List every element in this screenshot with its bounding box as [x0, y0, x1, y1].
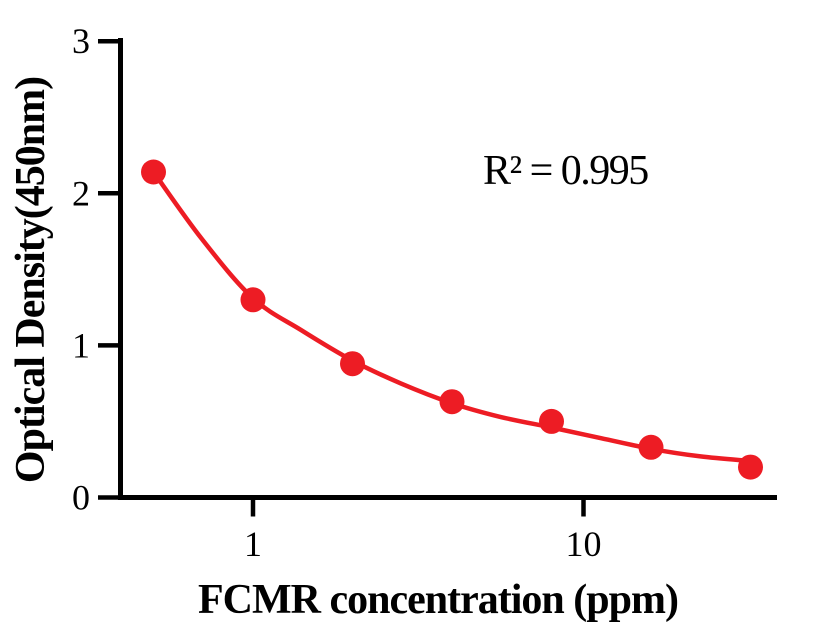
r-squared-annotation: R² = 0.995: [483, 148, 648, 194]
x-tick-label: 1: [244, 524, 262, 564]
x-tick-label: 10: [566, 524, 602, 564]
data-point: [638, 434, 664, 460]
x-axis-title: FCMR concentration (ppm): [198, 577, 678, 623]
data-point: [340, 351, 365, 377]
axes: 0 1 2 3 1 10: [72, 21, 777, 564]
data-point: [738, 454, 763, 480]
y-tick-label: 3: [72, 21, 90, 61]
data-point: [439, 389, 465, 415]
data-point: [539, 408, 564, 434]
y-tick-label: 1: [72, 325, 90, 365]
fit-curve-path: [151, 169, 753, 464]
data-points-group: [141, 159, 763, 480]
y-tick-label: 2: [72, 173, 90, 213]
data-point: [240, 287, 266, 313]
data-point: [141, 159, 166, 185]
y-axis-title: Optical Density(450nm): [8, 77, 54, 483]
fit-curve-group: [151, 169, 753, 464]
y-tick-label: 0: [72, 478, 90, 518]
